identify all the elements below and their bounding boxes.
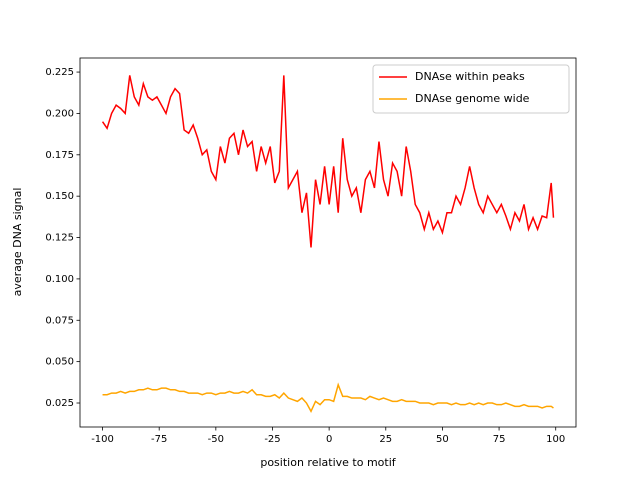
y-tick-label: 0.050 bbox=[45, 357, 74, 368]
y-tick-label: 0.175 bbox=[45, 150, 74, 161]
y-tick-label: 0.075 bbox=[45, 315, 74, 326]
x-tick-label: 100 bbox=[546, 434, 565, 445]
legend: DNAse within peaks DNAse genome wide bbox=[372, 64, 570, 114]
y-tick-label: 0.200 bbox=[45, 108, 74, 119]
y-tick-label: 0.025 bbox=[45, 398, 74, 409]
x-tick-label: -50 bbox=[208, 434, 224, 445]
legend-label: DNAse within peaks bbox=[415, 70, 525, 83]
plot-frame bbox=[79, 57, 577, 428]
x-axis-label: position relative to motif bbox=[260, 456, 396, 469]
data-line bbox=[101, 75, 555, 248]
x-tick-label: 75 bbox=[493, 434, 506, 445]
x-tick-label: -75 bbox=[151, 434, 167, 445]
x-tick-label: -100 bbox=[91, 434, 114, 445]
y-tick-label: 0.125 bbox=[45, 233, 74, 244]
x-tick-label: 0 bbox=[326, 434, 332, 445]
x-tick-label: 50 bbox=[436, 434, 449, 445]
legend-box bbox=[372, 64, 570, 114]
data-line bbox=[102, 382, 554, 413]
y-tick-label: 0.100 bbox=[45, 274, 74, 285]
y-axis-label: average DNA signal bbox=[11, 188, 24, 297]
y-tick-label: 0.225 bbox=[45, 67, 74, 78]
legend-label: DNAse genome wide bbox=[415, 92, 530, 105]
y-tick-label: 0.150 bbox=[45, 191, 74, 202]
x-tick-label: -25 bbox=[264, 434, 280, 445]
x-tick-label: 25 bbox=[379, 434, 392, 445]
